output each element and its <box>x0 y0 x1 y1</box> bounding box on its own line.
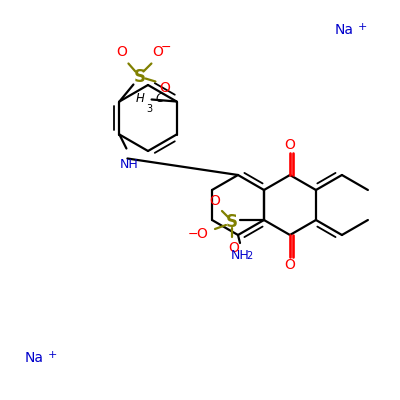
Text: O: O <box>210 194 220 208</box>
Text: +: + <box>358 22 367 32</box>
Text: O: O <box>159 80 170 94</box>
Text: O: O <box>152 46 163 60</box>
Text: H: H <box>136 92 144 105</box>
Text: S: S <box>134 68 146 86</box>
Text: C: C <box>156 92 164 105</box>
Text: +: + <box>48 350 57 360</box>
Text: 2: 2 <box>246 251 252 261</box>
Text: S: S <box>226 213 238 231</box>
Text: O: O <box>284 258 295 272</box>
Text: −: − <box>161 41 172 54</box>
Text: O: O <box>284 138 295 152</box>
Text: NH: NH <box>231 249 249 262</box>
Text: O: O <box>228 241 240 255</box>
Text: NH: NH <box>120 158 139 172</box>
Text: 3: 3 <box>146 104 153 114</box>
Text: Na: Na <box>335 23 354 37</box>
Text: Na: Na <box>25 351 44 365</box>
Text: −: − <box>188 228 198 240</box>
Text: O: O <box>196 227 208 241</box>
Text: O: O <box>116 46 127 60</box>
